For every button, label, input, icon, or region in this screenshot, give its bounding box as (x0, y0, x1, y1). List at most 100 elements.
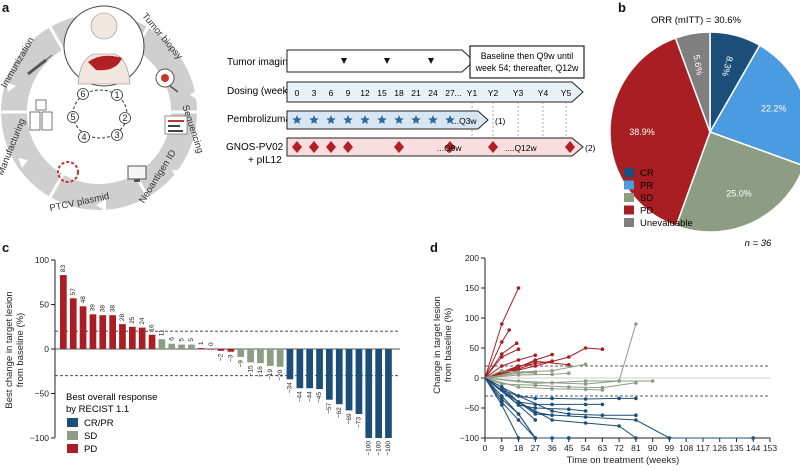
spider-x-tick-label: 63 (598, 443, 608, 453)
waterfall-ylabel: Best change in target lesion from baseli… (4, 291, 26, 408)
spider-point (550, 396, 554, 401)
legend-title-line2: by RECIST 1.1 (66, 404, 129, 415)
spider-point (533, 359, 538, 364)
legend-label-cr-pr: CR/PR (84, 418, 114, 429)
spider-series-line (484, 377, 636, 400)
waterfall-ylabel-line1: Best change in target lesion (4, 291, 15, 408)
gnos-dose-diamond (445, 141, 455, 153)
spider-series-line (484, 354, 536, 379)
pie-legend-swatch (624, 193, 634, 202)
spider-point (533, 410, 538, 415)
waterfall-bar (306, 349, 313, 389)
spider-point (516, 286, 521, 290)
waterfall-bar-label: −69 (346, 413, 353, 424)
spider-point (583, 402, 588, 407)
waterfall-bar (385, 349, 392, 438)
pie-legend-swatch (624, 168, 634, 177)
gnos-dose-diamond (343, 141, 353, 153)
spider-x-tick-label: 27 (531, 443, 541, 453)
waterfall-bar-label: −45 (316, 392, 323, 403)
spider-point (533, 418, 538, 422)
waterfall-bar (247, 349, 254, 363)
spider-point (567, 436, 571, 440)
spider-series-line (484, 372, 569, 379)
gnos-diamonds (292, 141, 575, 153)
gnos-arrow (286, 137, 584, 157)
waterfall-bar-label: −34 (287, 382, 294, 393)
spider-point (550, 402, 554, 407)
spider-point (500, 397, 504, 401)
waterfall-bar-label: 16 (149, 324, 156, 332)
waterfall-legend: Best overall response by RECIST 1.1 CR/P… (66, 392, 157, 455)
waterfall-bar-label: −100 (385, 441, 392, 456)
spider-point (550, 369, 554, 373)
waterfall-bar (227, 349, 235, 352)
pie-legend-swatch (624, 218, 634, 227)
waterfall-bar-label: 24 (139, 317, 146, 325)
spider-point (533, 381, 538, 386)
waterfall-bar (148, 334, 156, 349)
spider-x-tick-label: 54 (581, 443, 591, 453)
spider-y-tick-label: −100 (460, 433, 479, 443)
panel-d-label: d (430, 240, 438, 255)
pie-legend-swatch (624, 205, 634, 215)
pie-n-label: n = 36 (745, 238, 772, 249)
gnos-dose-diamond (488, 141, 498, 153)
gnos-dose-diamond (292, 141, 302, 153)
spider-point (634, 381, 638, 385)
waterfall-bar-label: 39 (90, 304, 97, 312)
cycle-step-number-5: 5 (70, 112, 75, 122)
spider-x-tick-label: 81 (631, 443, 641, 453)
spider-point (600, 413, 605, 418)
spider-point (567, 355, 571, 359)
spider-x-tick-label: 108 (679, 443, 693, 453)
waterfall-bar (257, 349, 264, 364)
waterfall-bar (99, 315, 107, 349)
waterfall-bar-label: 5 (188, 338, 195, 342)
waterfall-bar (60, 275, 67, 349)
pie-value-label: 22.2% (761, 104, 787, 114)
cycle-step-number-1: 1 (114, 90, 119, 100)
gnos-q9w: ...Q9w (437, 143, 462, 153)
spider-y-tick-label: 0 (474, 373, 479, 383)
spider-x-tick-label: 18 (514, 443, 524, 453)
spider-point (516, 371, 521, 376)
pie-legend-label: PR (640, 181, 653, 192)
week-label: Y5 (561, 88, 572, 98)
spider-y-tick-label: −50 (465, 403, 480, 413)
week-label: ... (454, 88, 461, 98)
spider-x-tick-label: 72 (614, 443, 624, 453)
spider-point (583, 362, 588, 367)
spider-series-line (484, 377, 754, 439)
waterfall-y-tick-label: −50 (35, 389, 50, 399)
pie-legend-label: PD (640, 206, 653, 217)
waterfall-bar-label: −16 (257, 366, 264, 377)
pie-legend-label: CR (640, 168, 654, 179)
spider-point (550, 409, 554, 413)
cycle-step-number-4: 4 (81, 132, 86, 142)
spider-point (500, 394, 504, 398)
week-label: Y1 (467, 88, 478, 98)
week-label: 12 (360, 88, 370, 98)
pie-title: ORR (mITT) = 30.6% (651, 15, 742, 26)
spider-series-line (484, 377, 536, 439)
spider-point (533, 396, 538, 401)
legend-swatch-sd (67, 431, 78, 440)
spider-point (500, 352, 504, 356)
spider-point (533, 436, 538, 440)
waterfall-bar-label: 28 (119, 313, 126, 321)
gnos-q12w: ....Q12w (505, 143, 538, 153)
spider-x-tick-label: 144 (746, 443, 760, 453)
spider-x-tick-label: 135 (729, 443, 743, 453)
spider-point (550, 413, 554, 418)
pie-slice-pr (708, 44, 800, 166)
spider-ylabel-line1: Change in target lesion (432, 296, 443, 394)
computer-icon (127, 165, 147, 182)
pembro-arrow (286, 110, 489, 130)
spider-x-tick-label: 99 (665, 443, 675, 453)
pie-legend-label: Unevaluable (640, 218, 693, 229)
row-label-gnos-pv02: GNOS-PV02 (226, 142, 284, 153)
gnos-dose-diamond (326, 141, 336, 153)
waterfall-bar (345, 349, 353, 411)
